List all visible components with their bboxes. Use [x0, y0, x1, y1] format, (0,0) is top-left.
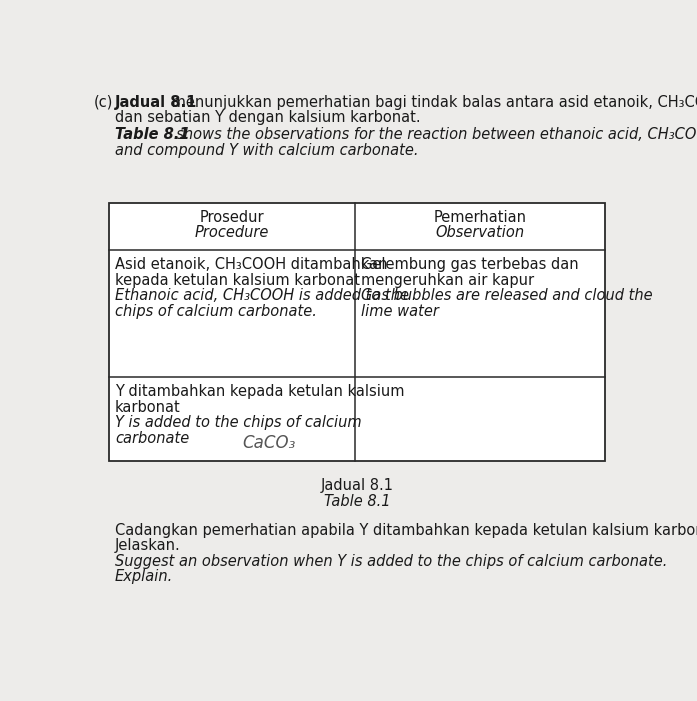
Text: Gas bubbles are released and cloud the: Gas bubbles are released and cloud the: [361, 288, 652, 303]
Text: and compound Y with calcium carbonate.: and compound Y with calcium carbonate.: [115, 142, 418, 158]
Text: Pemerhatian: Pemerhatian: [433, 210, 526, 224]
Text: chips of calcium carbonate.: chips of calcium carbonate.: [115, 304, 317, 318]
Text: Y ditambahkan kepada ketulan kalsium: Y ditambahkan kepada ketulan kalsium: [115, 384, 404, 400]
Text: lime water: lime water: [361, 304, 438, 318]
Text: Prosedur: Prosedur: [199, 210, 264, 224]
Text: Ethanoic acid, CH₃COOH is added to the: Ethanoic acid, CH₃COOH is added to the: [115, 288, 409, 303]
Text: Procedure: Procedure: [194, 225, 269, 240]
Text: shows the observations for the reaction between ethanoic acid, CH₃COOH: shows the observations for the reaction …: [167, 128, 697, 142]
Text: Suggest an observation when Y is added to the chips of calcium carbonate.: Suggest an observation when Y is added t…: [115, 554, 668, 569]
Text: Y is added to the chips of calcium: Y is added to the chips of calcium: [115, 415, 362, 430]
Text: Cadangkan pemerhatian apabila Y ditambahkan kepada ketulan kalsium karbonat.: Cadangkan pemerhatian apabila Y ditambah…: [115, 523, 697, 538]
Text: Gelembung gas terbebas dan: Gelembung gas terbebas dan: [361, 257, 579, 273]
Text: Explain.: Explain.: [115, 569, 174, 584]
Text: kepada ketulan kalsium karbonat: kepada ketulan kalsium karbonat: [115, 273, 360, 288]
Text: CaCO₃: CaCO₃: [242, 434, 296, 451]
Text: Table 8.1: Table 8.1: [324, 494, 390, 509]
Text: Observation: Observation: [435, 225, 524, 240]
Text: Table 8.1: Table 8.1: [115, 128, 190, 142]
Text: Jelaskan.: Jelaskan.: [115, 538, 181, 553]
Text: Jadual 8.1: Jadual 8.1: [321, 478, 394, 494]
Text: karbonat: karbonat: [115, 400, 181, 415]
Text: dan sebatian Y dengan kalsium karbonat.: dan sebatian Y dengan kalsium karbonat.: [115, 110, 421, 125]
Text: Asid etanoik, CH₃COOH ditambahkan: Asid etanoik, CH₃COOH ditambahkan: [115, 257, 388, 273]
Text: carbonate: carbonate: [115, 430, 190, 446]
Bar: [109, 203, 605, 461]
Text: (c): (c): [93, 95, 113, 110]
Text: menunjukkan pemerhatian bagi tindak balas antara asid etanoik, CH₃COOH: menunjukkan pemerhatian bagi tindak bala…: [167, 95, 697, 110]
Text: mengeruhkan air kapur: mengeruhkan air kapur: [361, 273, 534, 288]
Text: Jadual 8.1: Jadual 8.1: [115, 95, 197, 110]
